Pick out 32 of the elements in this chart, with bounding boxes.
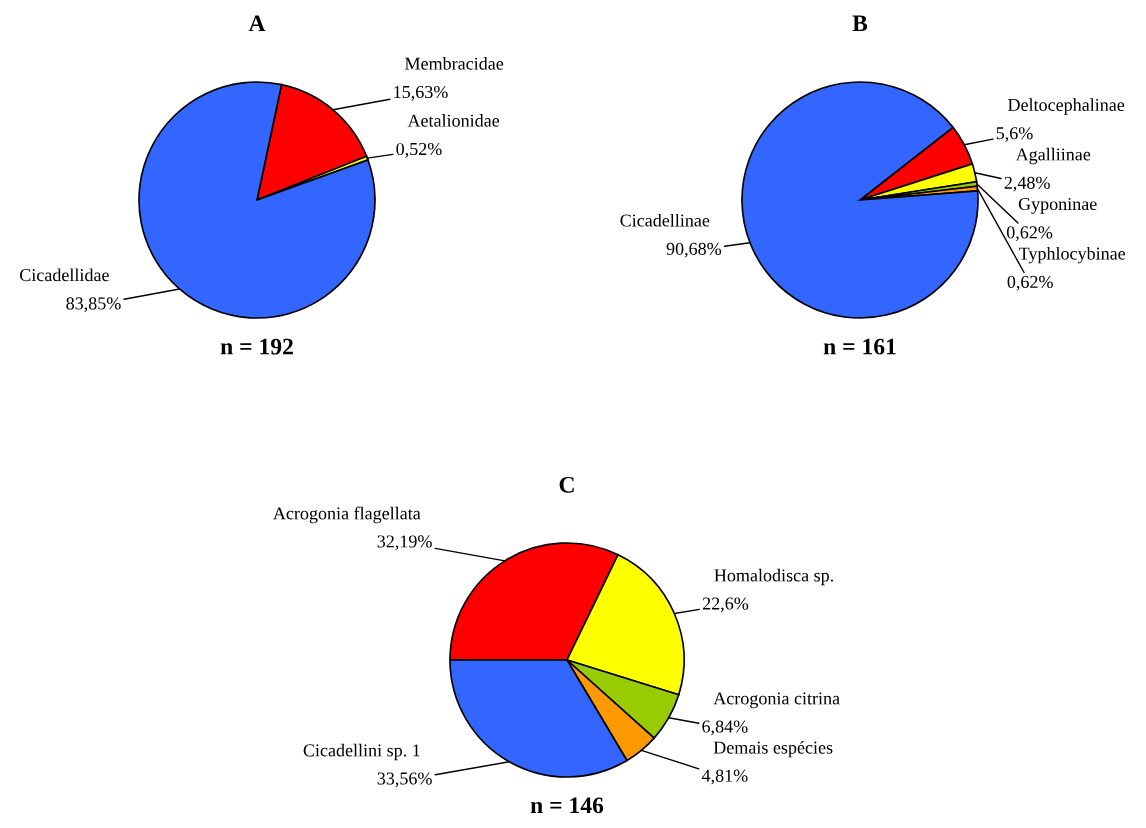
slice-label: Membracidae (405, 57, 504, 70)
slice-label: Cicadellinae (620, 213, 710, 227)
data-label: 15,63% (394, 85, 448, 101)
slice-label: Gyponinae (1018, 197, 1097, 214)
slice-label: Agalliinae (1015, 147, 1091, 165)
slice-label: Cicadellini sp. 1 (303, 743, 420, 761)
text: n = 192 (220, 338, 293, 355)
data-label: 0,62% (1007, 275, 1053, 291)
chart-title: A (248, 15, 266, 32)
slice-label: Acrogonia citrina (713, 692, 840, 709)
data-label: 6,84% (702, 720, 748, 736)
slice-label: Cicadellidae (20, 268, 109, 282)
slice-label: Deltocephalinae (1008, 98, 1125, 115)
data-label: 90,68% (666, 242, 722, 258)
data-label: 0,62% (1006, 226, 1053, 242)
data-label: 4,81% (701, 769, 748, 785)
slice-label: Aetalionidae (407, 114, 500, 127)
slice-label: Demais espécies (713, 740, 833, 758)
data-label: 5,6% (996, 127, 1033, 142)
slice-label: Typhlocybinae (1018, 246, 1126, 264)
text: n = 146 (530, 797, 604, 814)
text: n = 161 (823, 338, 896, 355)
data-label: 22,6% (702, 597, 749, 613)
data-label: 83,85% (66, 297, 121, 313)
chart-title: B (852, 15, 868, 32)
slice-label: Acrogonia flagellata (273, 506, 421, 524)
data-label: 32,19% (377, 535, 432, 551)
data-label: 33,56% (377, 772, 432, 788)
slice-label: Homalodisca sp. (714, 568, 834, 586)
data-label: 2,48% (1004, 176, 1050, 192)
data-label: 0,52% (396, 142, 442, 158)
chart-title: C (559, 476, 574, 493)
